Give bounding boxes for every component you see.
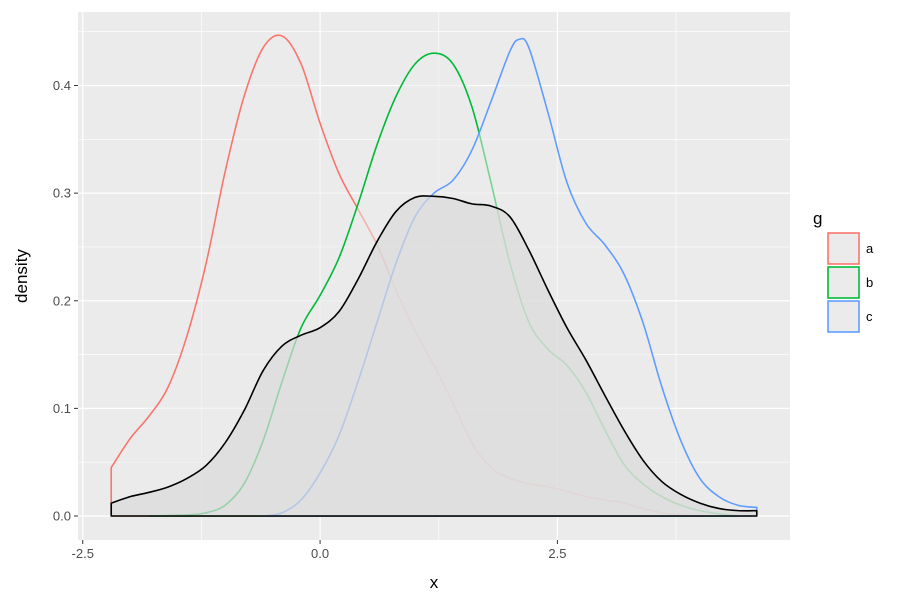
y-tick-label: 0.1 bbox=[53, 401, 71, 416]
y-tick-label: 0.3 bbox=[53, 186, 71, 201]
x-axis-title: x bbox=[430, 573, 439, 592]
x-tick-label: -2.5 bbox=[72, 546, 94, 561]
y-axis: 0.0 0.1 0.2 0.3 0.4 bbox=[53, 78, 78, 524]
legend-label-c: c bbox=[866, 309, 873, 324]
y-tick-label: 0.4 bbox=[53, 78, 71, 93]
y-tick-label: 0.0 bbox=[53, 509, 71, 524]
legend: g a b c bbox=[813, 209, 874, 333]
legend-label-b: b bbox=[866, 275, 873, 290]
x-tick-label: 0.0 bbox=[311, 546, 329, 561]
legend-title: g bbox=[813, 209, 822, 228]
legend-label-a: a bbox=[866, 241, 874, 256]
legend-key-c bbox=[827, 300, 860, 333]
density-area-overall bbox=[110, 195, 758, 517]
y-tick-label: 0.2 bbox=[53, 293, 71, 308]
y-axis-title: density bbox=[12, 249, 31, 303]
legend-key-b bbox=[827, 266, 860, 299]
legend-key-a bbox=[827, 232, 860, 265]
x-axis: -2.5 0.0 2.5 bbox=[72, 540, 566, 561]
series-layer bbox=[110, 34, 758, 517]
x-tick-label: 2.5 bbox=[548, 546, 566, 561]
